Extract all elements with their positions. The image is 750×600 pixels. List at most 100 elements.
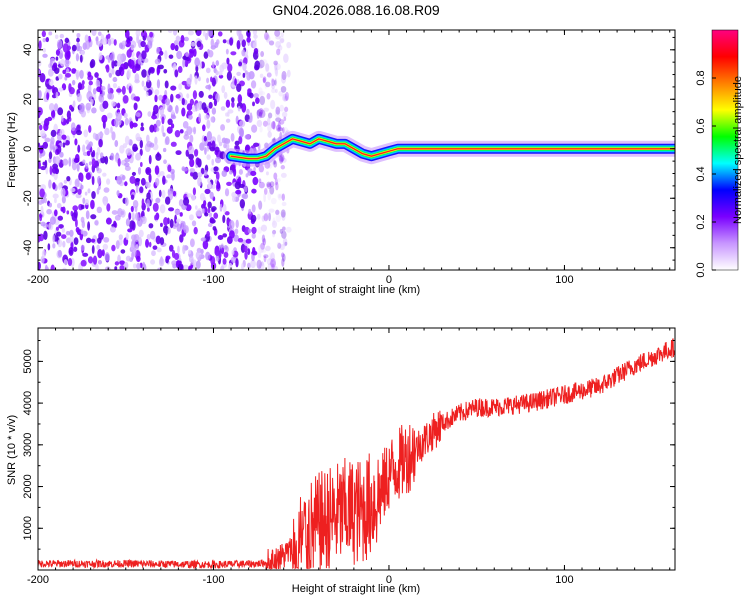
noise-speck [165, 136, 170, 146]
spectrogram-frame [37, 29, 676, 271]
noise-speck [92, 149, 96, 158]
noise-speck [149, 142, 155, 148]
noise-speck [183, 36, 189, 42]
noise-speck [141, 50, 147, 60]
noise-speck [268, 212, 271, 222]
noise-speck [244, 226, 250, 236]
noise-speck [196, 102, 201, 111]
noise-speck [206, 231, 210, 237]
colorbar-label: Normalized spectral amplitude [732, 76, 744, 224]
noise-speck [274, 178, 278, 186]
noise-speck [62, 267, 67, 270]
noise-speck [146, 75, 150, 83]
noise-speck [113, 220, 117, 227]
noise-speck [116, 88, 122, 93]
noise-speck [280, 165, 286, 170]
noise-speck [194, 149, 199, 157]
noise-speck [159, 171, 165, 177]
noise-speck [58, 224, 64, 229]
noise-speck [140, 177, 146, 186]
noise-speck [249, 92, 254, 99]
noise-speck [225, 118, 231, 123]
noise-speck [204, 147, 207, 155]
noise-speck [266, 92, 271, 100]
noise-speck [165, 255, 171, 260]
noise-speck [241, 193, 249, 200]
y-tick-label: 4000 [22, 391, 34, 415]
noise-speck [279, 38, 285, 43]
noise-speck [87, 256, 94, 264]
noise-speck [163, 159, 167, 165]
noise-speck [281, 74, 287, 84]
noise-speck [190, 41, 196, 47]
figure-title: GN04.2026.088.16.08.R09 [272, 2, 440, 18]
noise-speck [101, 90, 106, 96]
noise-speck [223, 91, 228, 99]
snr-series-line [38, 338, 675, 570]
noise-speck [280, 252, 285, 258]
noise-speck [155, 153, 162, 161]
noise-speck [39, 72, 46, 83]
noise-speck [283, 116, 287, 122]
noise-speck [84, 40, 91, 50]
noise-speck [263, 187, 268, 195]
noise-speck [58, 87, 64, 92]
noise-speck [174, 44, 179, 52]
noise-speck [145, 91, 149, 97]
noise-speck [130, 205, 134, 213]
noise-speck [76, 93, 82, 103]
noise-speck [50, 129, 57, 138]
noise-speck [282, 226, 286, 231]
noise-speck [61, 234, 67, 239]
noise-speck [135, 30, 141, 38]
noise-speck [55, 91, 59, 99]
noise-speck [88, 161, 92, 166]
noise-speck [224, 137, 228, 144]
noise-speck [87, 71, 92, 78]
noise-speck [251, 188, 257, 194]
noise-speck [175, 94, 181, 99]
noise-speck [195, 260, 201, 269]
noise-speck [262, 77, 266, 84]
noise-speck [271, 88, 276, 94]
noise-speck [237, 237, 244, 243]
noise-speck [273, 79, 277, 86]
noise-speck [264, 32, 269, 41]
noise-speck [105, 64, 110, 73]
noise-speck [220, 247, 225, 255]
noise-speck [89, 98, 94, 106]
noise-speck [275, 117, 282, 122]
spectrogram-plot-area [38, 30, 675, 270]
noise-speck [263, 254, 269, 259]
noise-speck [150, 230, 156, 240]
noise-speck [109, 53, 115, 62]
noise-speck [274, 88, 278, 94]
noise-speck [275, 41, 281, 48]
noise-speck [124, 197, 129, 206]
noise-speck [220, 124, 226, 131]
noise-speck [163, 68, 168, 74]
noise-speck [59, 52, 63, 59]
noise-speck [199, 142, 205, 151]
noise-speck [63, 259, 68, 266]
noise-speck [281, 257, 285, 267]
noise-speck [158, 257, 165, 267]
noise-speck [245, 238, 252, 244]
noise-speck [221, 62, 228, 70]
noise-speck [58, 182, 62, 190]
noise-speck [242, 62, 247, 72]
noise-speck [267, 191, 272, 201]
noise-speck [186, 110, 193, 116]
noise-speck [79, 54, 83, 63]
noise-speck [263, 255, 267, 263]
noise-speck [237, 94, 243, 104]
noise-speck [114, 214, 121, 221]
noise-speck [86, 90, 93, 101]
noise-speck [134, 212, 139, 221]
noise-speck [227, 63, 233, 73]
noise-speck [137, 166, 142, 175]
noise-speck [276, 48, 281, 56]
noise-speck [210, 76, 213, 83]
noise-speck [104, 155, 109, 165]
noise-speck [270, 260, 276, 268]
